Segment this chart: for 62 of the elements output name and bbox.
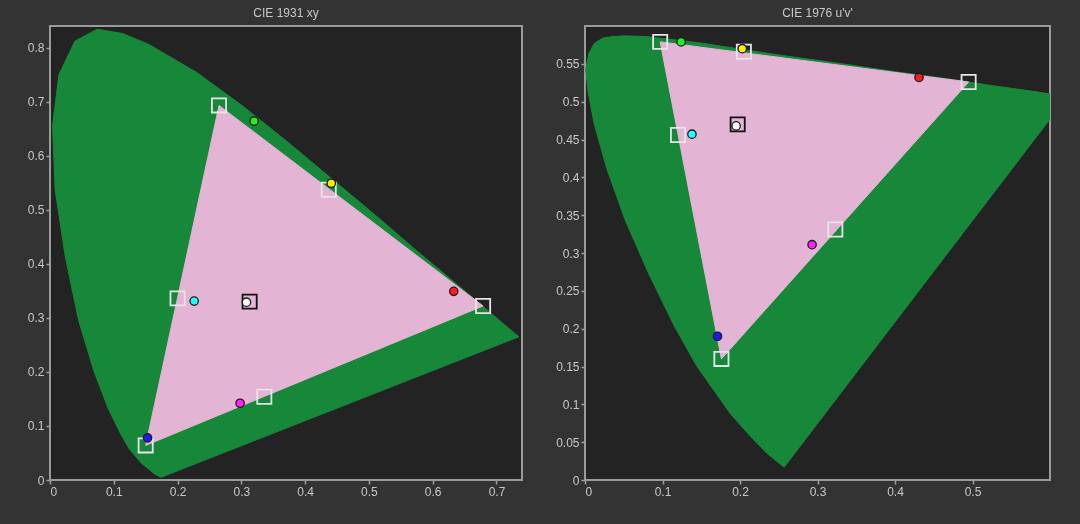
- point: [249, 116, 259, 126]
- y-tick-label: 0.25: [556, 284, 580, 299]
- point: [241, 293, 258, 310]
- point: [712, 331, 723, 342]
- y-tick-label: 0.4: [27, 257, 45, 272]
- point: [137, 437, 154, 454]
- point: [670, 126, 686, 143]
- point: [914, 72, 924, 83]
- point: [235, 398, 245, 409]
- x-tick-label: 0.4: [887, 484, 905, 499]
- y-tick-label: 0.15: [556, 360, 580, 374]
- point: [189, 296, 199, 306]
- x-tick-label: 0.1: [654, 484, 672, 499]
- y-tick-label: 0: [572, 473, 580, 488]
- y-tick-label: 0.8: [27, 41, 45, 56]
- point: [807, 239, 817, 250]
- chart-title: CIE 1976 u'v': [782, 6, 853, 20]
- x-tick-label: 0.1: [105, 484, 123, 499]
- point: [827, 221, 844, 238]
- x-tick-label: 0: [50, 484, 58, 499]
- y-tick-label: 0.55: [556, 57, 580, 72]
- y-tick-label: 0.2: [562, 322, 580, 337]
- point: [142, 433, 153, 443]
- x-tick-label: 0.3: [809, 484, 827, 499]
- y-tick-label: 0.6: [27, 149, 45, 164]
- chart-title: CIE 1931 xy: [253, 6, 319, 20]
- point: [475, 298, 492, 314]
- y-tick-label: 0.5: [562, 95, 580, 110]
- point: [960, 74, 977, 90]
- x-tick-label: 0.4: [297, 484, 315, 499]
- y-tick-label: 0.45: [556, 133, 580, 147]
- x-tick-label: 0.5: [361, 484, 379, 499]
- y-tick-label: 0.2: [27, 365, 45, 380]
- y-tick-label: 0.1: [27, 419, 45, 434]
- y-tick-label: 0.1: [562, 397, 580, 412]
- point: [169, 290, 186, 307]
- point: [729, 116, 746, 133]
- x-tick-label: 0.6: [424, 484, 442, 499]
- y-tick-label: 0.5: [27, 203, 45, 218]
- x-tick-label: 0.3: [233, 484, 251, 499]
- y-tick-label: 0.05: [556, 435, 580, 450]
- point: [713, 350, 730, 367]
- point: [256, 388, 273, 405]
- point: [676, 37, 686, 47]
- x-tick-label: 0.2: [732, 484, 750, 499]
- point: [448, 286, 459, 297]
- y-tick-label: 0: [37, 473, 45, 488]
- point: [687, 129, 697, 140]
- x-tick-label: 0.2: [169, 484, 187, 499]
- y-tick-label: 0.35: [556, 208, 580, 223]
- x-tick-label: 0.7: [488, 484, 506, 499]
- y-tick-label: 0.7: [27, 95, 45, 110]
- point: [211, 97, 227, 114]
- point: [652, 33, 669, 50]
- point: [326, 178, 337, 189]
- y-tick-label: 0.4: [562, 170, 580, 185]
- y-tick-label: 0.3: [562, 246, 580, 261]
- point: [735, 43, 752, 60]
- y-tick-label: 0.3: [27, 311, 45, 326]
- point: [320, 181, 337, 198]
- x-tick-label: 0: [585, 484, 593, 499]
- x-tick-label: 0.5: [964, 484, 982, 499]
